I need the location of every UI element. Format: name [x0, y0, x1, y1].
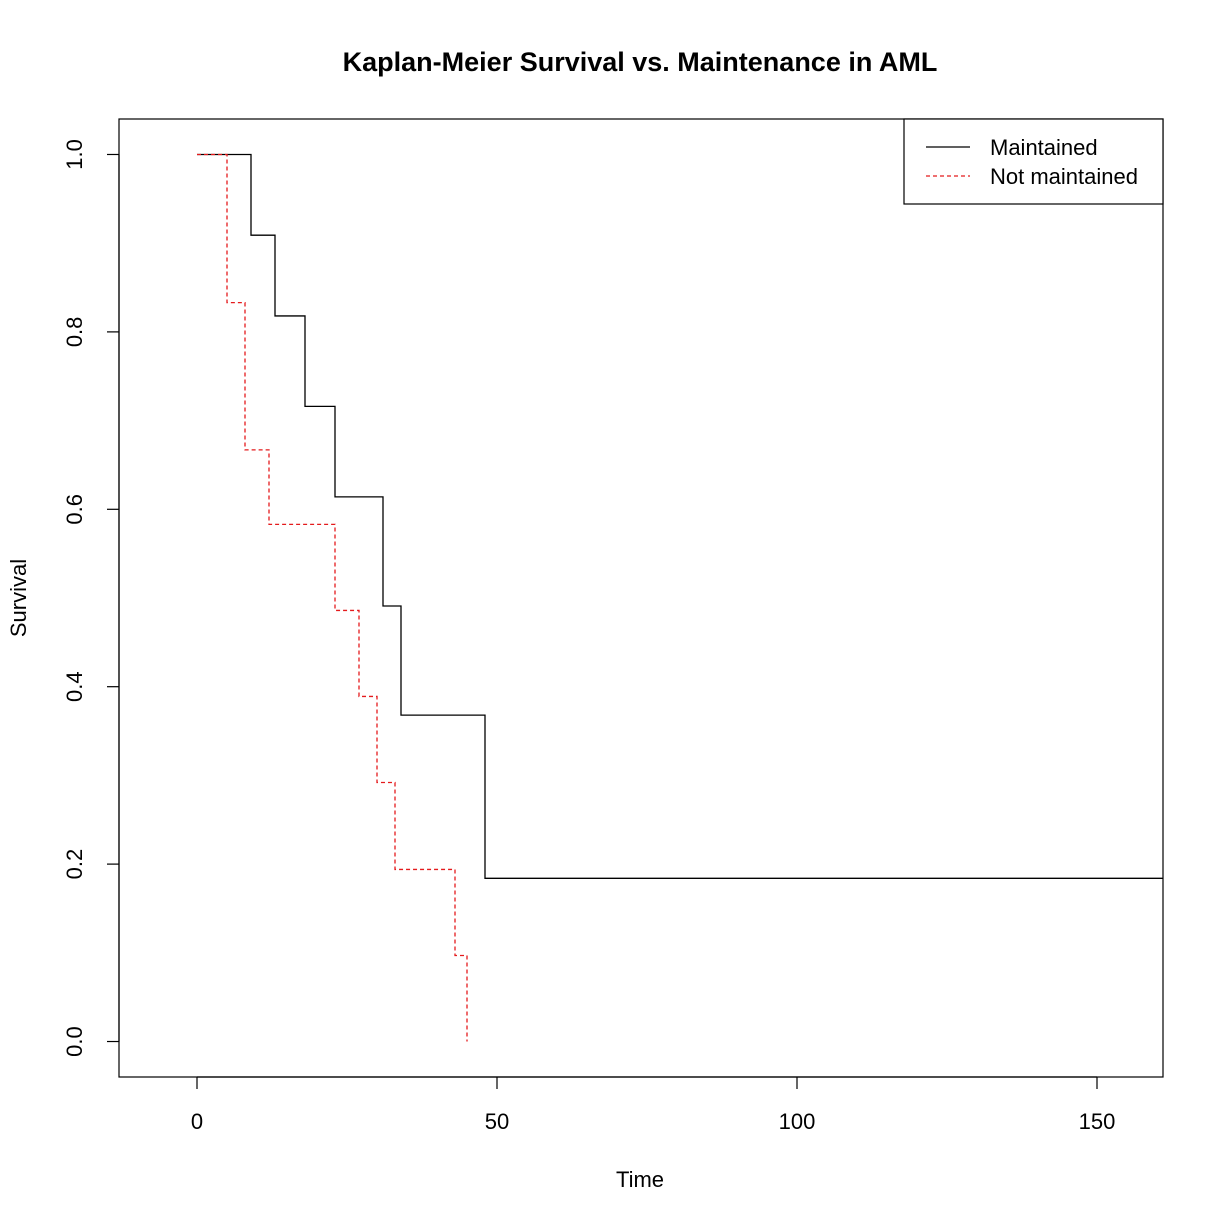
legend-label-maintained: Maintained [990, 135, 1098, 160]
y-tick-label: 0.2 [62, 849, 87, 880]
legend-label-not-maintained: Not maintained [990, 164, 1138, 189]
y-tick-label: 0.4 [62, 671, 87, 702]
y-axis-label: Survival [6, 559, 31, 637]
chart-title: Kaplan-Meier Survival vs. Maintenance in… [343, 47, 938, 77]
y-axis: 0.0 0.2 0.4 0.6 0.8 1.0 [62, 139, 120, 1057]
legend: Maintained Not maintained [903, 118, 1164, 205]
series-line-maintained [197, 153, 1163, 879]
y-tick-label: 0.0 [62, 1026, 87, 1057]
y-tick-label: 0.6 [62, 494, 87, 525]
x-axis: 0 50 100 150 [191, 1076, 1116, 1134]
x-tick-label: 150 [1079, 1109, 1116, 1134]
series-line-not-maintained [197, 153, 468, 1042]
y-tick-label: 0.8 [62, 317, 87, 348]
series-layer [197, 153, 1163, 1042]
x-tick-label: 0 [191, 1109, 203, 1134]
x-tick-label: 50 [485, 1109, 509, 1134]
x-axis-label: Time [616, 1167, 664, 1192]
x-tick-label: 100 [779, 1109, 816, 1134]
legend-box [903, 118, 1164, 205]
y-tick-label: 1.0 [62, 139, 87, 170]
